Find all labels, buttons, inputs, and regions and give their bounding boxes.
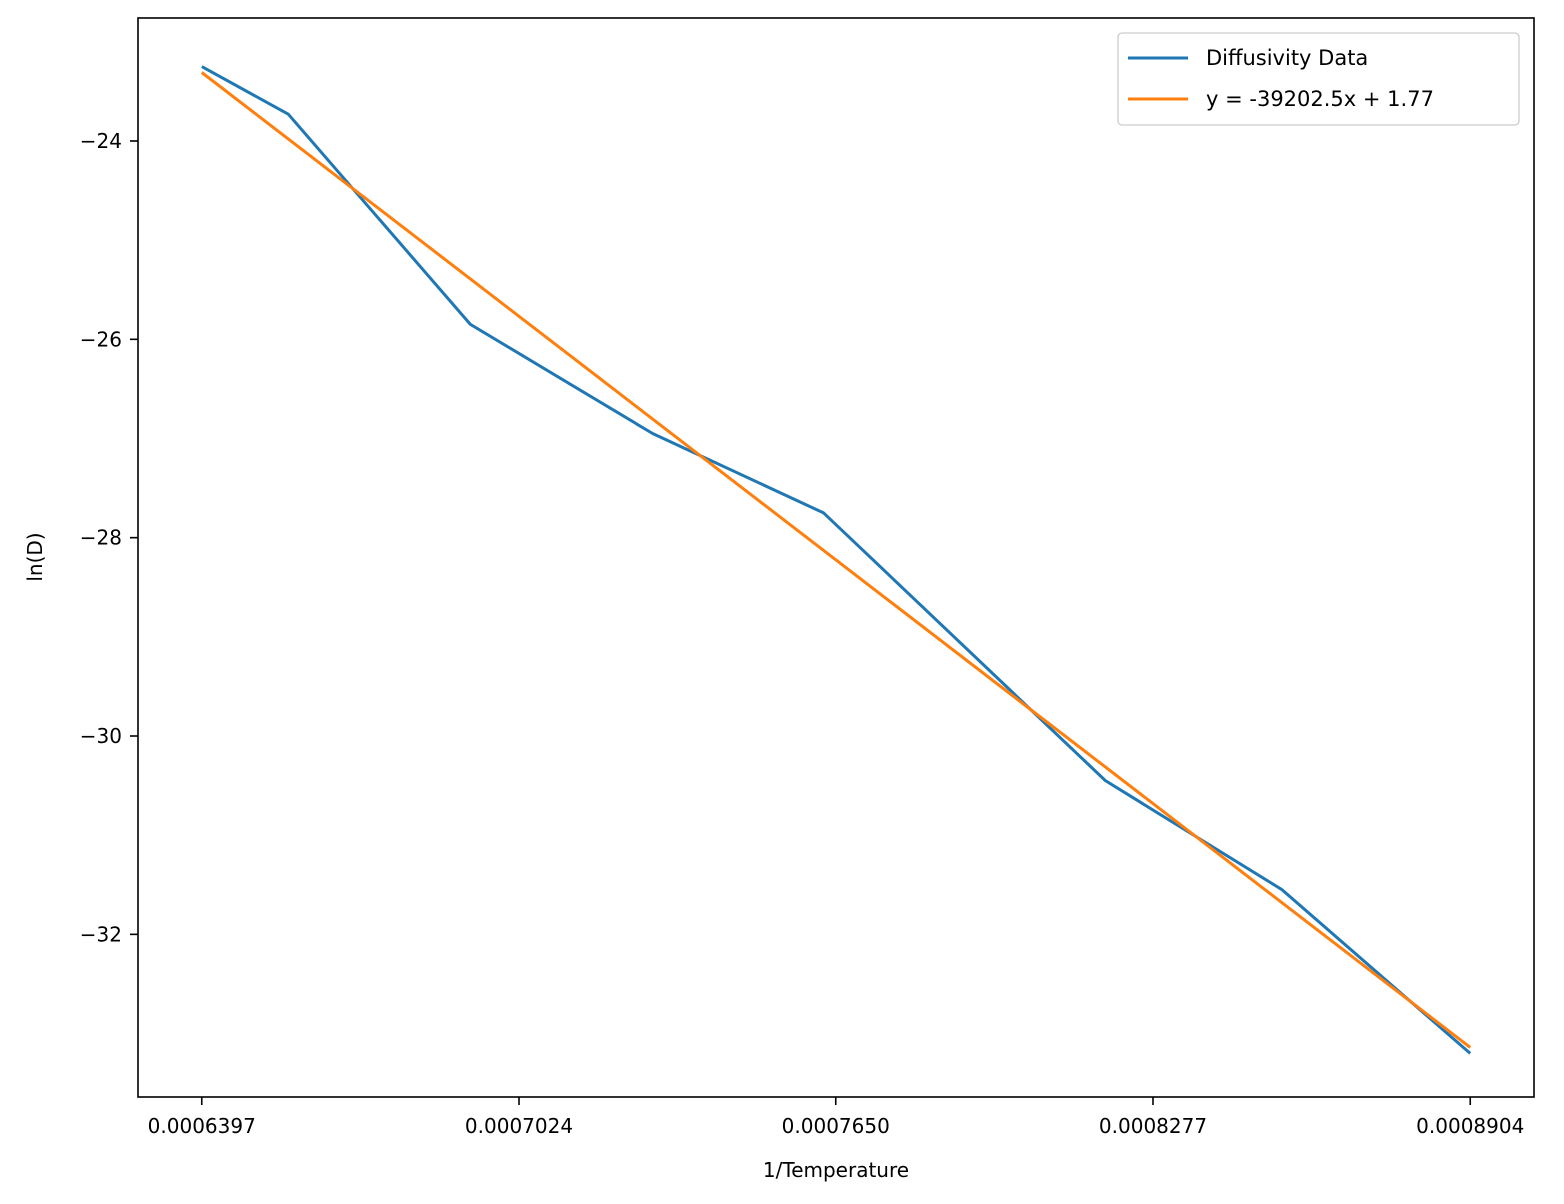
y-tick-label: −26 (80, 327, 122, 351)
x-tick-label: 0.0008277 (1099, 1114, 1207, 1138)
x-axis: 0.0006397 0.0007024 0.0007650 0.0008277 0.00… (148, 1097, 1524, 1138)
y-axis: −24 −26 −28 −30 −32 (80, 129, 138, 946)
legend-label-fit-line: y = -39202.5x + 1.77 (1206, 87, 1434, 111)
plot-lines (200, 65, 1472, 1055)
y-tick-label: −28 (80, 526, 122, 550)
series-line-diffusivity-data (201, 65, 1472, 1055)
series-line-fit (200, 71, 1472, 1049)
x-tick-label: 0.0006397 (148, 1114, 256, 1138)
x-axis-label: 1/Temperature (763, 1158, 909, 1182)
y-tick-label: −30 (80, 724, 122, 748)
y-tick-label: −32 (80, 922, 122, 946)
legend: Diffusivity Data y = -39202.5x + 1.77 (1117, 32, 1520, 126)
x-tick-label: 0.0007650 (782, 1114, 890, 1138)
legend-label-diffusivity-data: Diffusivity Data (1206, 46, 1368, 70)
legend-box (1117, 32, 1520, 126)
y-tick-label: −24 (80, 129, 122, 153)
y-axis-label: ln(D) (23, 532, 47, 581)
x-tick-label: 0.0007024 (465, 1114, 573, 1138)
x-tick-label: 0.0008904 (1416, 1114, 1524, 1138)
